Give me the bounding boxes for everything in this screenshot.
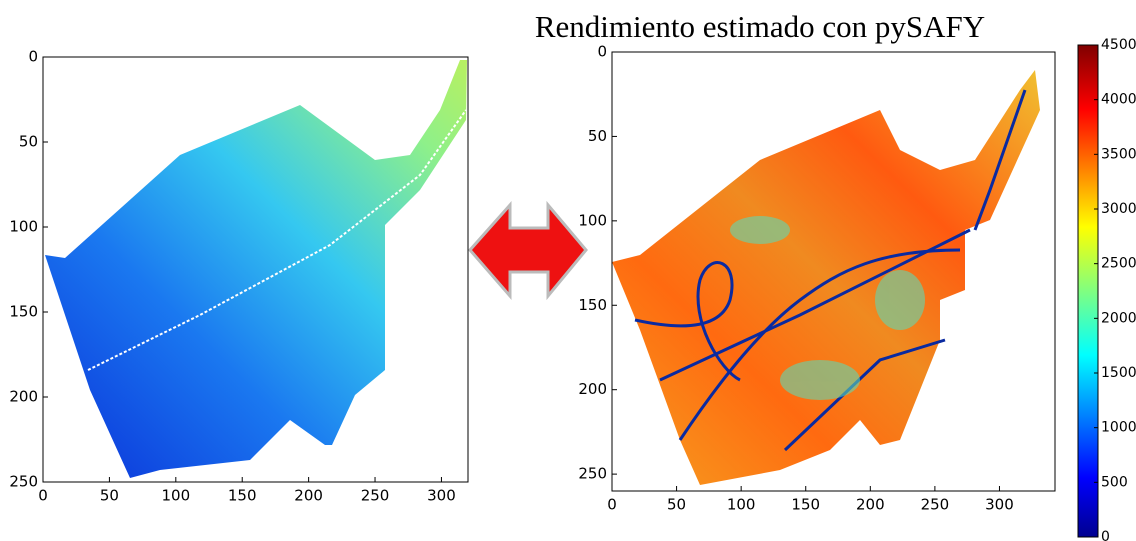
x-tick-label: 300 <box>985 496 1014 514</box>
y-tick-label: 200 <box>578 380 607 398</box>
x-tick-label: 0 <box>607 496 617 514</box>
y-tick-label: 150 <box>9 303 38 321</box>
x-tick-label: 100 <box>727 496 756 514</box>
map-right <box>612 70 1040 485</box>
x-tick-label: 200 <box>856 496 885 514</box>
y-tick-label: 100 <box>578 211 607 229</box>
y-tick-label: 200 <box>9 388 38 406</box>
colorbar-tick-label: 1000 <box>1101 420 1136 436</box>
y-tick-label: 100 <box>9 218 38 236</box>
y-tick-label: 50 <box>588 127 607 145</box>
x-tick-label: 250 <box>361 487 390 505</box>
colorbar-tick-label: 1500 <box>1101 365 1136 381</box>
x-tick-label: 0 <box>38 487 48 505</box>
colorbar-tick-label: 4500 <box>1101 37 1136 53</box>
x-tick-label: 150 <box>791 496 820 514</box>
colorbar-tick-label: 3500 <box>1101 146 1136 162</box>
x-tick-label: 200 <box>294 487 323 505</box>
colorbar-tick-label: 2500 <box>1101 256 1136 272</box>
y-tick-label: 0 <box>28 48 38 66</box>
y-tick-label: 0 <box>597 43 607 61</box>
figure-title: Rendimiento estimado con pySAFY <box>535 9 985 44</box>
colorbar-ticks: 0 500 1000 1500 2000 2500 3000 3500 4000 4500 <box>1094 37 1136 541</box>
y-tick-label: 250 <box>9 473 38 491</box>
x-tick-label: 300 <box>427 487 456 505</box>
colorbar-tick-label: 0 <box>1101 529 1110 541</box>
colorbar-tick-label: 4000 <box>1101 92 1136 108</box>
figure: Rendimiento estimado con pySAFY 0 50 100 15… <box>0 0 1136 541</box>
x-tick-label: 50 <box>667 496 686 514</box>
x-tick-label: 50 <box>100 487 119 505</box>
y-tick-label: 150 <box>578 296 607 314</box>
x-tick-label: 100 <box>161 487 190 505</box>
colorbar-tick-label: 3000 <box>1101 201 1136 217</box>
x-tick-label: 150 <box>228 487 257 505</box>
colorbar-tick-label: 2000 <box>1101 310 1136 326</box>
colorbar-tick-label: 500 <box>1101 474 1128 490</box>
y-tick-label: 50 <box>19 133 38 151</box>
x-tick-label: 250 <box>921 496 950 514</box>
double-arrow <box>470 205 586 296</box>
map-left <box>45 60 467 478</box>
y-tick-label: 250 <box>578 465 607 483</box>
colorbar <box>1078 45 1098 537</box>
